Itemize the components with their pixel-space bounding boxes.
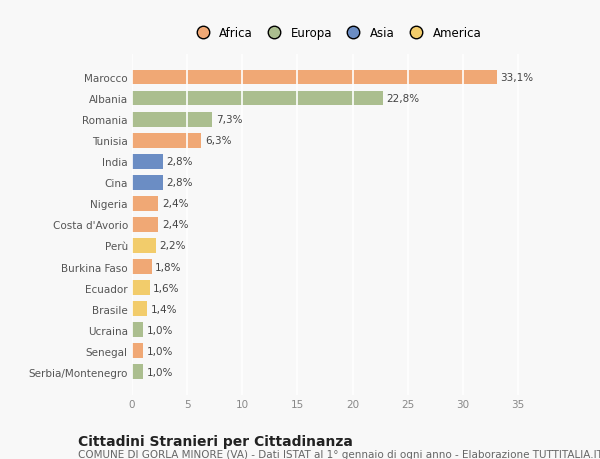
- Text: 1,0%: 1,0%: [146, 325, 173, 335]
- Text: 2,8%: 2,8%: [166, 157, 193, 167]
- Bar: [132, 344, 143, 358]
- Legend: Africa, Europa, Asia, America: Africa, Europa, Asia, America: [191, 27, 481, 40]
- Bar: [132, 280, 149, 295]
- Bar: [132, 112, 212, 127]
- Text: Cittadini Stranieri per Cittadinanza: Cittadini Stranieri per Cittadinanza: [78, 434, 353, 448]
- Bar: [132, 91, 383, 106]
- Text: 2,8%: 2,8%: [166, 178, 193, 188]
- Bar: [132, 302, 148, 316]
- Bar: [132, 196, 158, 211]
- Text: 2,4%: 2,4%: [162, 220, 188, 230]
- Text: COMUNE DI GORLA MINORE (VA) - Dati ISTAT al 1° gennaio di ogni anno - Elaborazio: COMUNE DI GORLA MINORE (VA) - Dati ISTAT…: [78, 449, 600, 459]
- Text: 22,8%: 22,8%: [387, 94, 420, 104]
- Bar: [132, 364, 143, 379]
- Text: 1,0%: 1,0%: [146, 346, 173, 356]
- Text: 1,6%: 1,6%: [153, 283, 179, 293]
- Text: 1,4%: 1,4%: [151, 304, 177, 314]
- Bar: [132, 218, 158, 232]
- Text: 2,2%: 2,2%: [160, 241, 186, 251]
- Text: 1,0%: 1,0%: [146, 367, 173, 377]
- Bar: [132, 175, 163, 190]
- Bar: [132, 260, 152, 274]
- Text: 1,8%: 1,8%: [155, 262, 182, 272]
- Text: 2,4%: 2,4%: [162, 199, 188, 209]
- Bar: [132, 323, 143, 337]
- Text: 33,1%: 33,1%: [500, 73, 533, 83]
- Bar: [132, 239, 156, 253]
- Bar: [132, 134, 202, 148]
- Bar: [132, 155, 163, 169]
- Text: 6,3%: 6,3%: [205, 136, 231, 146]
- Text: 7,3%: 7,3%: [216, 115, 242, 125]
- Bar: [132, 71, 497, 85]
